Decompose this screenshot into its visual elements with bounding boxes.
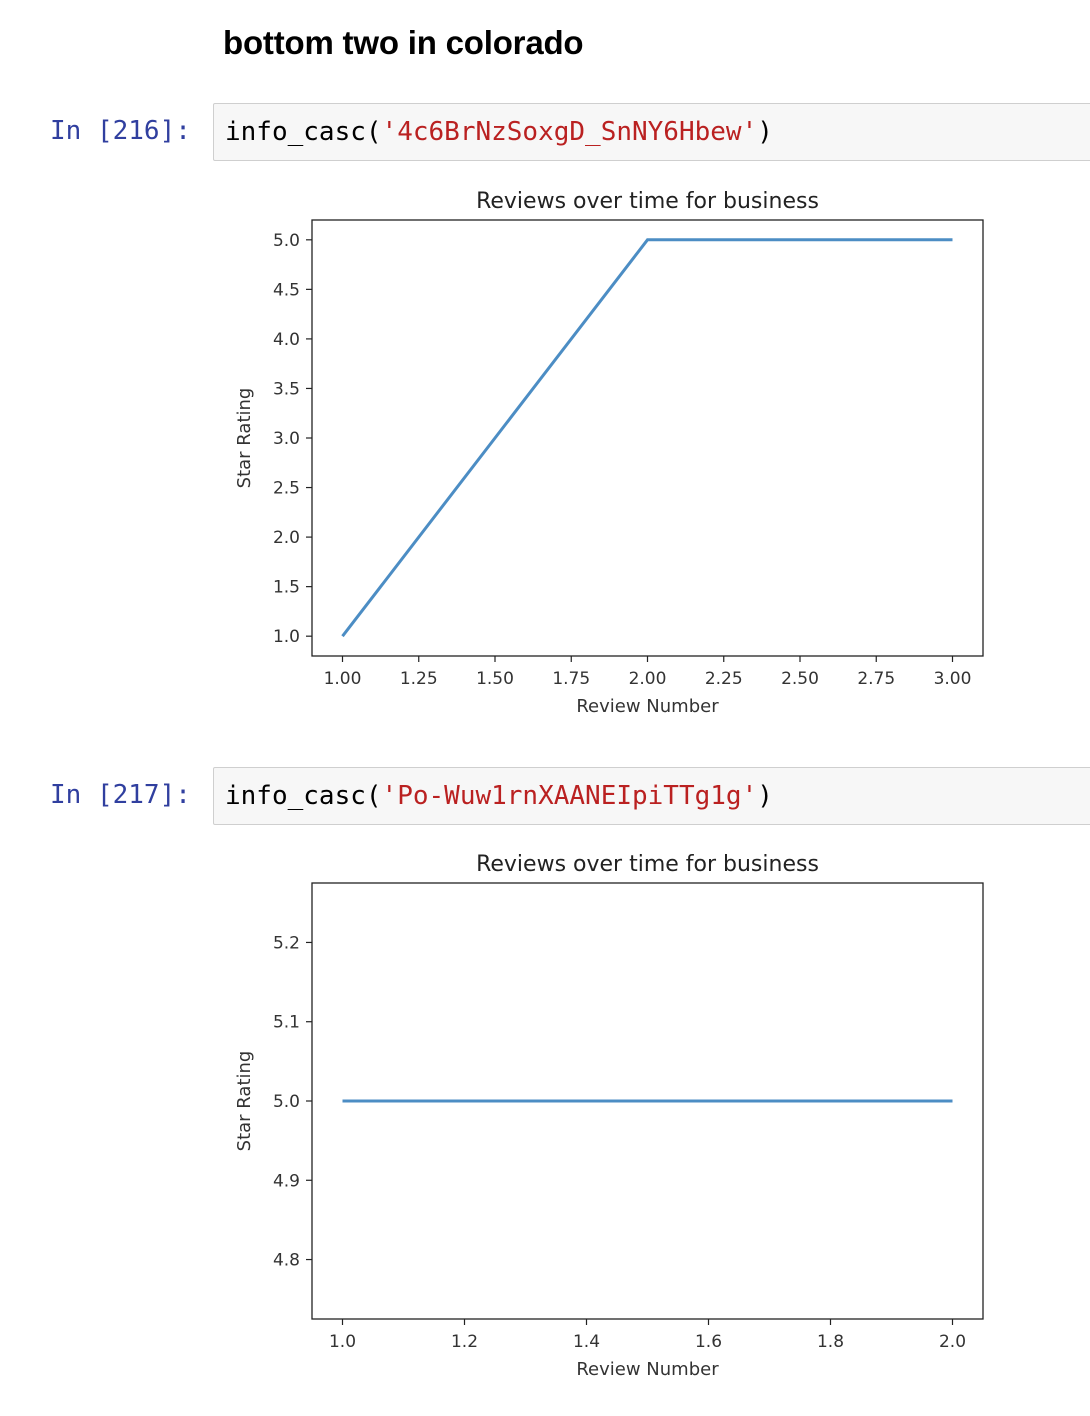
cell-prompt-216: In [216]: — [50, 116, 191, 146]
x-tick-label: 1.6 — [695, 1332, 722, 1352]
y-tick-label: 5.1 — [273, 1013, 300, 1033]
x-tick-label: 1.8 — [817, 1332, 844, 1352]
markdown-heading: bottom two in colorado — [223, 24, 584, 61]
line-chart-217: Reviews over time for business 4.8 4.9 5.0 5… — [234, 852, 984, 1380]
code-line[interactable]: info_casc('Po-Wuw1rnXAANEIpiTTg1g') — [225, 781, 773, 811]
x-tick-label: 2.0 — [939, 1332, 966, 1352]
x-tick-label: 1.2 — [451, 1332, 478, 1352]
cell-prompt-217: In [217]: — [50, 780, 191, 810]
chart-title: Reviews over time for business — [476, 189, 819, 214]
y-tick-label: 2.5 — [273, 479, 300, 499]
x-tick-label: 3.00 — [934, 669, 972, 689]
x-tick-label: 1.25 — [400, 669, 438, 689]
y-tick-label: 4.9 — [273, 1171, 300, 1191]
x-tick-label: 1.75 — [552, 669, 590, 689]
code-close-paren: ) — [757, 117, 773, 147]
x-tick-label: 2.50 — [781, 669, 819, 689]
x-tick-label: 1.00 — [324, 669, 362, 689]
code-cell-216[interactable]: info_casc('4c6BrNzSoxgD_SnNY6Hbew') — [213, 103, 1090, 161]
line-chart-216: Reviews over time for business 1.0 1.5 2.0 2… — [234, 189, 984, 717]
code-func: info_casc( — [225, 781, 382, 811]
y-axis-label: Star Rating — [234, 388, 255, 489]
x-tick-label: 2.00 — [629, 669, 667, 689]
y-tick-label: 1.5 — [273, 578, 300, 598]
y-tick-label: 5.0 — [273, 1092, 300, 1112]
y-tick-label: 5.0 — [273, 231, 300, 251]
x-tick-label: 1.0 — [329, 1332, 356, 1352]
code-func: info_casc( — [225, 117, 382, 147]
chart-title: Reviews over time for business — [476, 852, 819, 877]
y-tick-label: 2.0 — [273, 528, 300, 548]
y-tick-label: 4.8 — [273, 1251, 300, 1271]
x-tick-label: 1.4 — [573, 1332, 600, 1352]
plot-frame — [311, 219, 984, 657]
code-string-arg: 'Po-Wuw1rnXAANEIpiTTg1g' — [381, 781, 758, 811]
x-axis-label: Review Number — [576, 1359, 719, 1380]
y-tick-label: 5.2 — [273, 933, 300, 953]
code-line[interactable]: info_casc('4c6BrNzSoxgD_SnNY6Hbew') — [225, 117, 773, 147]
code-cell-217[interactable]: info_casc('Po-Wuw1rnXAANEIpiTTg1g') — [213, 767, 1090, 825]
y-tick-label: 1.0 — [273, 627, 300, 647]
x-tick-label: 2.25 — [705, 669, 743, 689]
y-tick-label: 3.0 — [273, 429, 300, 449]
code-string-arg: '4c6BrNzSoxgD_SnNY6Hbew' — [381, 117, 758, 147]
x-axis-label: Review Number — [576, 696, 719, 717]
x-tick-label: 2.75 — [857, 669, 895, 689]
y-tick-label: 3.5 — [273, 379, 300, 399]
code-close-paren: ) — [757, 781, 773, 811]
series-line-0 — [341, 238, 953, 638]
y-tick-label: 4.5 — [273, 280, 300, 300]
x-tick-label: 1.50 — [476, 669, 514, 689]
y-axis-label: Star Rating — [234, 1051, 255, 1152]
y-tick-label: 4.0 — [273, 330, 300, 350]
